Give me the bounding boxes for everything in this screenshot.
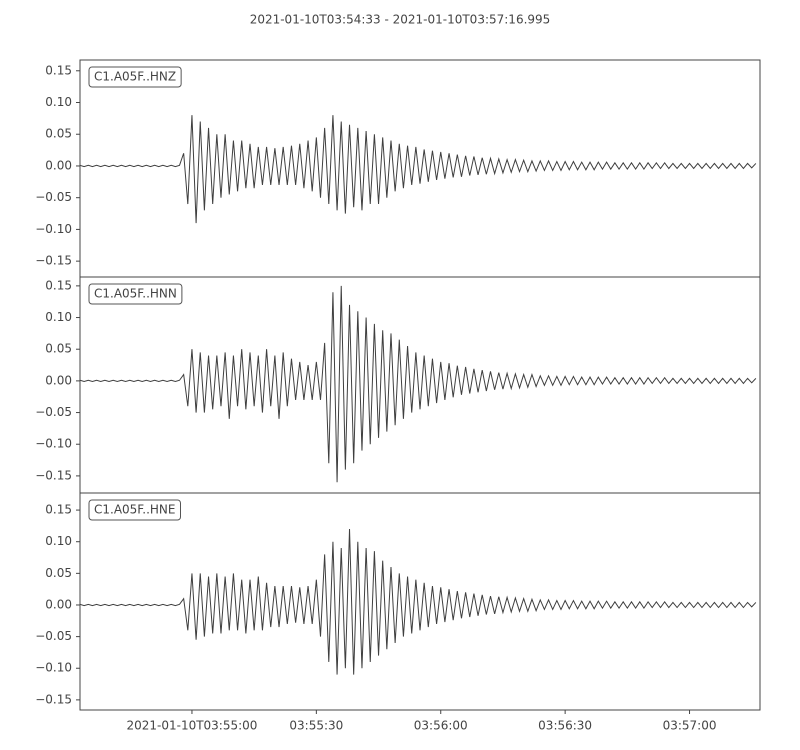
legend-label: C1.A05F..HNZ — [94, 70, 176, 84]
y-tick-label: −0.15 — [35, 692, 72, 706]
plot-area — [80, 115, 757, 224]
y-tick-label: 0.05 — [45, 566, 72, 580]
y-tick-label: 0.05 — [45, 342, 72, 356]
y-tick-label: 0.10 — [45, 534, 72, 548]
waveform — [80, 529, 757, 675]
legend-box — [88, 66, 182, 88]
y-tick-label: 0.10 — [45, 95, 72, 109]
y-tick-label: −0.15 — [35, 254, 72, 268]
panel-frame — [79, 492, 761, 711]
waveform — [80, 115, 757, 224]
y-tick-label: 0.10 — [45, 310, 72, 324]
legend-label: C1.A05F..HNE — [94, 503, 176, 517]
y-tick-label: 0.15 — [45, 503, 72, 517]
legend-label: C1.A05F..HNN — [94, 287, 177, 301]
y-tick-label: −0.15 — [35, 468, 72, 482]
x-tick-label: 03:55:30 — [289, 719, 343, 733]
y-tick-label: 0.00 — [45, 597, 72, 611]
legend-box — [88, 499, 181, 521]
y-tick-label: 0.00 — [45, 158, 72, 172]
x-tick-label: 03:57:00 — [663, 719, 717, 733]
y-tick-label: −0.10 — [35, 661, 72, 675]
figure-title: 2021-01-10T03:54:33 - 2021-01-10T03:57:1… — [250, 13, 551, 27]
y-tick-label: −0.05 — [35, 190, 72, 204]
y-tick-label: 0.05 — [45, 127, 72, 141]
plot-area — [80, 529, 757, 675]
plot-area — [80, 285, 757, 483]
x-tick-label: 2021-01-10T03:55:00 — [126, 719, 257, 733]
y-tick-label: 0.15 — [45, 278, 72, 292]
y-tick-label: 0.00 — [45, 373, 72, 387]
y-tick-label: −0.10 — [35, 222, 72, 236]
legend-box — [88, 283, 183, 305]
y-tick-label: 0.15 — [45, 63, 72, 77]
x-tick-label: 03:56:30 — [538, 719, 592, 733]
y-tick-label: −0.05 — [35, 629, 72, 643]
x-tick-label: 03:56:00 — [414, 719, 468, 733]
waveform — [80, 285, 757, 483]
y-tick-label: −0.10 — [35, 437, 72, 451]
y-tick-label: −0.05 — [35, 405, 72, 419]
